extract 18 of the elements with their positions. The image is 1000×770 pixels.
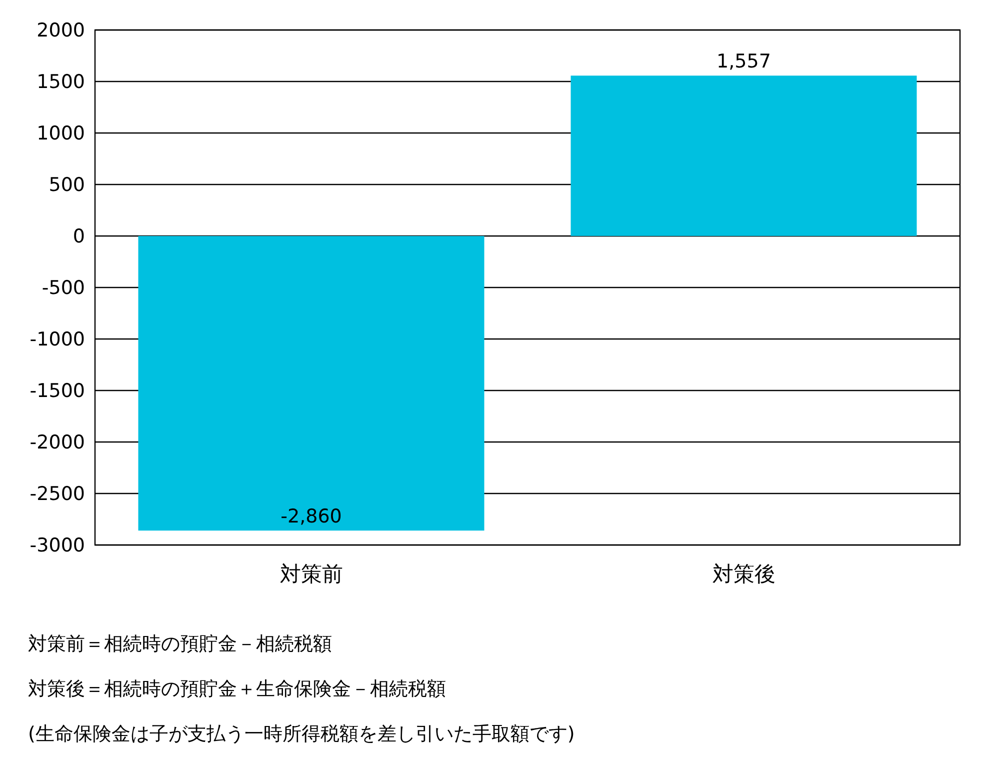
y-tick-label: -1500 bbox=[30, 380, 85, 402]
y-tick-label: -1000 bbox=[30, 328, 85, 351]
y-tick-label: -3000 bbox=[30, 534, 85, 557]
y-tick-label: 0 bbox=[72, 226, 85, 248]
y-tick-label: -500 bbox=[42, 277, 85, 300]
y-tick-label: 1000 bbox=[36, 122, 85, 145]
data-label: 1,557 bbox=[716, 50, 771, 73]
y-tick-label: 2000 bbox=[36, 20, 85, 42]
y-tick-label: -2500 bbox=[30, 483, 85, 506]
y-tick-label: 1500 bbox=[36, 71, 85, 94]
text: (生命保険金は子が支払う一時所得税額を差し引いた手取額です) bbox=[28, 723, 575, 745]
text: 対策後＝相続時の預貯金＋生命保険金－相続税額 bbox=[28, 678, 446, 700]
data-label: -2,860 bbox=[280, 506, 342, 528]
y-tick-label: -2000 bbox=[30, 432, 85, 454]
text: 対策前＝相続時の預貯金－相続税額 bbox=[28, 633, 332, 655]
x-tick-label: 対策後 bbox=[712, 562, 776, 586]
y-tick-label: 500 bbox=[48, 174, 85, 196]
x-tick-label: 対策前 bbox=[280, 562, 343, 586]
